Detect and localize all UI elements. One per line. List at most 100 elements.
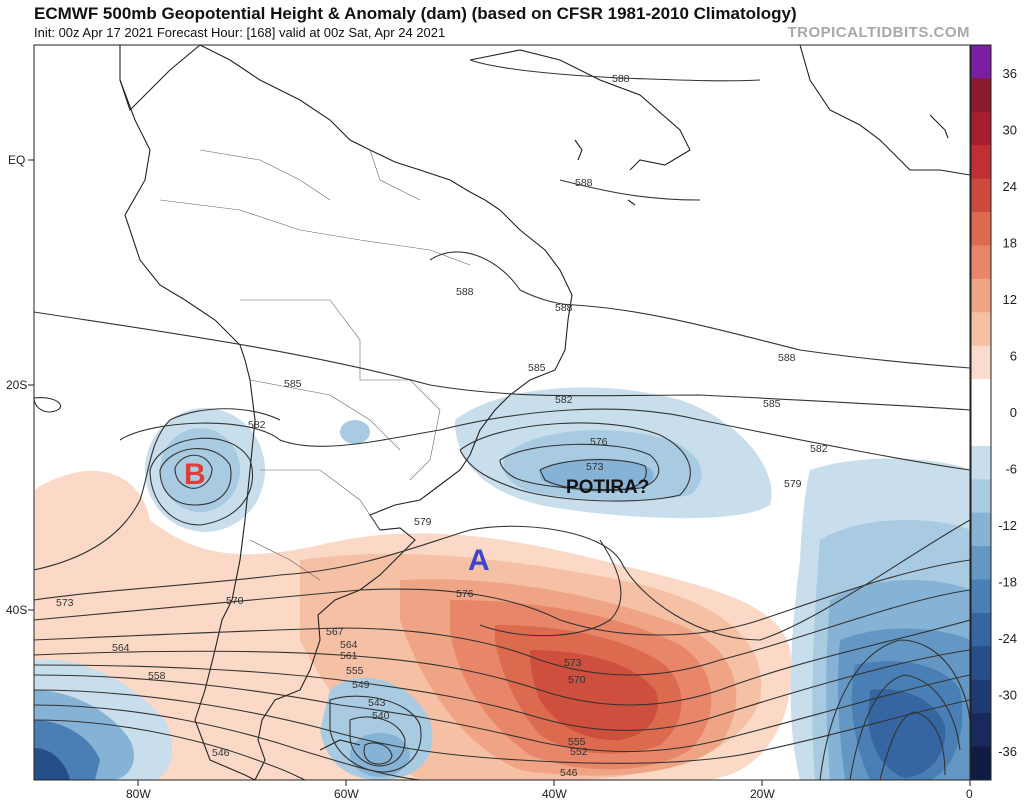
height-contours bbox=[34, 59, 970, 780]
colorbar-tick-label: -18 bbox=[998, 575, 1017, 590]
contour-label: 543 bbox=[368, 697, 386, 709]
colorbar-swatch bbox=[971, 579, 991, 614]
storm-name-label: POTIRA? bbox=[566, 477, 649, 498]
low-pressure-marker: B bbox=[184, 458, 206, 491]
contour-label: 579 bbox=[784, 478, 802, 490]
contour-label: 564 bbox=[340, 639, 358, 651]
colorbar-swatch bbox=[971, 45, 991, 79]
island-a bbox=[574, 139, 583, 161]
colorbar-tick-label: -24 bbox=[998, 631, 1017, 646]
contour-label: 549 bbox=[352, 679, 370, 691]
colorbar-tick-label: 12 bbox=[1003, 292, 1017, 307]
contour-label: 570 bbox=[568, 674, 586, 686]
colorbar-tick-label: -30 bbox=[998, 688, 1017, 703]
lon-label-80w: 80W bbox=[126, 787, 151, 800]
falklands bbox=[319, 739, 361, 751]
colorbar-swatch bbox=[971, 612, 991, 647]
anomaly-shading bbox=[34, 387, 970, 780]
colorbar-swatch bbox=[971, 445, 991, 480]
contour-label: 546 bbox=[212, 747, 230, 759]
colorbar-swatch bbox=[971, 278, 991, 313]
map-frame bbox=[33, 44, 971, 781]
contour-label: 573 bbox=[564, 657, 582, 669]
africa-coast bbox=[799, 45, 970, 176]
colorbar-tick-label: -36 bbox=[998, 744, 1017, 759]
contour-label: 588 bbox=[456, 286, 474, 298]
contour-label: 582 bbox=[248, 419, 266, 431]
contour-label: 579 bbox=[414, 516, 432, 528]
contour-label: 570 bbox=[226, 595, 244, 607]
contour-label: 588 bbox=[575, 177, 593, 189]
contour-label: 588 bbox=[778, 352, 796, 364]
colorbar-frame bbox=[970, 44, 992, 781]
colorbar-swatch bbox=[971, 546, 991, 581]
colorbar-tick-label: 24 bbox=[1003, 179, 1017, 194]
colorbar-labels: 36 30 24 18 12 6 0 -6 -12 -18 -24 -30 -36 bbox=[998, 66, 1017, 759]
contour-label: 573 bbox=[56, 597, 74, 609]
lon-label-0: 0 bbox=[966, 787, 973, 800]
contour-label: 567 bbox=[326, 626, 344, 638]
colorbar-tick-label: 30 bbox=[1003, 123, 1017, 138]
colorbar-swatch bbox=[971, 713, 991, 748]
colorbar-swatch bbox=[971, 512, 991, 547]
colorbar-swatch bbox=[971, 78, 991, 113]
contour-label: 585 bbox=[763, 398, 781, 410]
longitude-axis: 80W 60W 40W 20W 0 bbox=[126, 780, 973, 800]
colorbar-swatch bbox=[971, 412, 991, 447]
island-c bbox=[929, 114, 949, 139]
caribbean-coast bbox=[119, 45, 201, 112]
contour-label: 558 bbox=[148, 670, 166, 682]
lat-label-20s: 20S bbox=[6, 378, 27, 392]
contour-label: 582 bbox=[810, 443, 828, 455]
contour-label: 588 bbox=[612, 73, 630, 85]
colorbar-swatch bbox=[971, 212, 991, 246]
contour-label: 576 bbox=[456, 588, 474, 600]
contour-label: 585 bbox=[284, 378, 302, 390]
colorbar-swatch bbox=[971, 345, 991, 380]
colorbar-tick-label: 6 bbox=[1010, 349, 1017, 364]
colorbar-swatch bbox=[971, 746, 991, 781]
colorbar-swatch bbox=[971, 178, 991, 213]
colorbar-tick-label: 18 bbox=[1003, 236, 1017, 251]
island-b bbox=[627, 199, 636, 206]
outline-north bbox=[469, 49, 691, 171]
colorbar-swatch bbox=[971, 679, 991, 714]
colorbar-swatch bbox=[971, 312, 991, 347]
contour-label: 546 bbox=[560, 767, 578, 779]
lon-label-60w: 60W bbox=[334, 787, 359, 800]
contour-label: 573 bbox=[586, 461, 604, 473]
site-brand[interactable]: TROPICALTIDBITS.COM bbox=[787, 24, 970, 41]
latitude-axis: EQ 20S 40S bbox=[6, 153, 34, 617]
colorbar-swatch bbox=[971, 379, 991, 413]
contour-label: 585 bbox=[528, 362, 546, 374]
colorbar-swatch bbox=[971, 145, 991, 180]
colorbar-swatch bbox=[971, 479, 991, 514]
colorbar-tick-label: -12 bbox=[998, 518, 1017, 533]
anomaly-colorbar bbox=[970, 44, 992, 781]
colorbar-tick-label: 0 bbox=[1010, 405, 1017, 420]
contour-label: 588 bbox=[555, 302, 573, 314]
colorbar-swatch bbox=[971, 646, 991, 681]
lat-label-40s: 40S bbox=[6, 603, 27, 617]
contour-labels: 588 588 588 588 588 585 585 585 582 582 … bbox=[56, 73, 828, 779]
colorbar-tick-label: 36 bbox=[1003, 66, 1017, 81]
colorbar-swatch bbox=[971, 245, 991, 280]
lon-label-20w: 20W bbox=[750, 787, 775, 800]
contour-label: 540 bbox=[372, 710, 390, 722]
contour-label: 582 bbox=[555, 394, 573, 406]
high-pressure-marker: A bbox=[468, 544, 490, 577]
contour-label: 561 bbox=[340, 650, 358, 662]
lon-label-40w: 40W bbox=[542, 787, 567, 800]
map-title: ECMWF 500mb Geopotential Height & Anomal… bbox=[34, 4, 797, 23]
lat-label-eq: EQ bbox=[8, 153, 25, 167]
colorbar-swatch bbox=[971, 111, 991, 146]
colorbar-tick-label: -6 bbox=[1005, 462, 1017, 477]
map-subtitle: Init: 00z Apr 17 2021 Forecast Hour: [16… bbox=[34, 25, 446, 40]
contour-label: 564 bbox=[112, 642, 130, 654]
borders bbox=[159, 149, 471, 581]
contour-label: 552 bbox=[570, 746, 588, 758]
contour-label: 555 bbox=[346, 665, 364, 677]
contour-label: 555 bbox=[568, 736, 586, 748]
contour-label: 576 bbox=[590, 436, 608, 448]
